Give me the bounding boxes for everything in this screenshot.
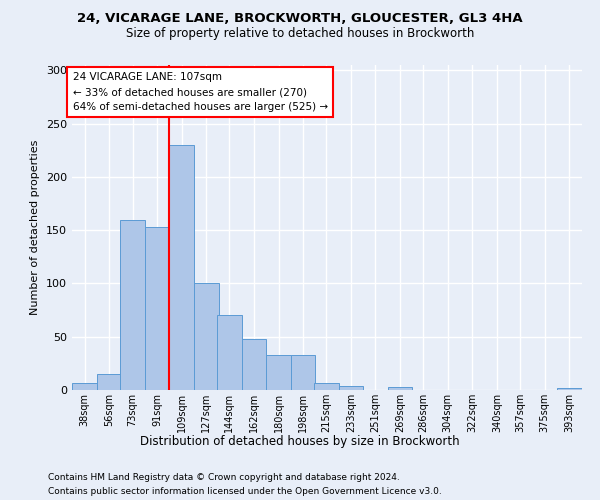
- Bar: [97, 374, 122, 390]
- Bar: [217, 316, 242, 390]
- Bar: [557, 388, 581, 390]
- Text: Distribution of detached houses by size in Brockworth: Distribution of detached houses by size …: [140, 435, 460, 448]
- Bar: [169, 145, 194, 390]
- Bar: [338, 386, 363, 390]
- Bar: [266, 355, 291, 390]
- Y-axis label: Number of detached properties: Number of detached properties: [31, 140, 40, 315]
- Bar: [388, 387, 412, 390]
- Bar: [194, 284, 218, 390]
- Bar: [242, 339, 266, 390]
- Bar: [73, 382, 97, 390]
- Text: Contains HM Land Registry data © Crown copyright and database right 2024.: Contains HM Land Registry data © Crown c…: [48, 472, 400, 482]
- Bar: [314, 382, 338, 390]
- Bar: [120, 220, 145, 390]
- Text: 24, VICARAGE LANE, BROCKWORTH, GLOUCESTER, GL3 4HA: 24, VICARAGE LANE, BROCKWORTH, GLOUCESTE…: [77, 12, 523, 26]
- Bar: [291, 355, 316, 390]
- Text: Size of property relative to detached houses in Brockworth: Size of property relative to detached ho…: [126, 28, 474, 40]
- Bar: [145, 227, 169, 390]
- Text: 24 VICARAGE LANE: 107sqm
← 33% of detached houses are smaller (270)
64% of semi-: 24 VICARAGE LANE: 107sqm ← 33% of detach…: [73, 72, 328, 112]
- Text: Contains public sector information licensed under the Open Government Licence v3: Contains public sector information licen…: [48, 488, 442, 496]
